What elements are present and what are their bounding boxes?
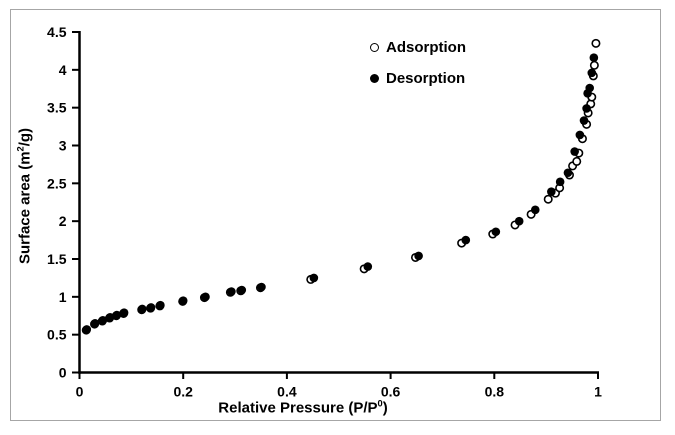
point-desorption: [178, 296, 188, 305]
point-desorption: [363, 262, 373, 271]
point-desorption: [98, 315, 108, 325]
point-desorption: [146, 303, 156, 312]
x-tick-label: 0.6: [381, 384, 401, 400]
y-tick-label: 2.5: [47, 175, 67, 191]
point-desorption: [579, 116, 589, 125]
point-desorption: [570, 147, 579, 156]
point-desorption: [156, 300, 165, 310]
x-tick-label: 0: [76, 384, 84, 400]
point-adsorption: [543, 194, 553, 204]
filled-circle-icon: [370, 73, 379, 83]
point-desorption: [105, 312, 115, 322]
legend-item-adsorption: Adsorption: [370, 37, 466, 57]
x-axis-title-end: ): [382, 399, 388, 417]
point-adsorption: [572, 156, 582, 166]
y-tick-label: 4.5: [47, 24, 67, 40]
point-desorption: [201, 292, 210, 302]
point-desorption: [257, 282, 266, 292]
legend: Adsorption Desorption: [370, 37, 466, 88]
open-circle-icon: [370, 42, 379, 52]
point-desorption: [585, 83, 595, 93]
point-desorption: [309, 273, 319, 283]
point-desorption: [237, 285, 247, 295]
point-desorption: [137, 304, 147, 314]
x-axis-title: Relative Pressure (P/P0): [218, 398, 388, 417]
point-desorption: [587, 68, 597, 78]
point-desorption: [227, 287, 236, 296]
point-desorption: [461, 235, 471, 245]
point-desorption: [530, 205, 540, 215]
point-desorption: [90, 319, 100, 328]
y-tick-label: 0.5: [47, 327, 67, 343]
y-axis-title-end: /g): [16, 127, 34, 147]
point-desorption: [119, 308, 129, 318]
y-axis-title-text: Surface area (m: [16, 151, 34, 265]
y-tick-label: 2: [59, 213, 67, 229]
legend-label-desorption: Desorption: [386, 69, 466, 87]
point-desorption: [589, 53, 599, 63]
point-desorption: [82, 325, 92, 334]
legend-item-desorption: Desorption: [370, 68, 466, 88]
x-axis-title-superscript: 0: [377, 398, 383, 409]
point-desorption: [491, 227, 501, 237]
y-tick-label: 1.5: [47, 251, 67, 267]
y-tick-label: 4: [59, 62, 67, 78]
point-desorption: [582, 104, 591, 113]
y-tick-label: 3: [59, 138, 67, 154]
x-tick-label: 0.2: [173, 384, 193, 400]
y-tick-label: 0: [59, 365, 67, 381]
point-desorption: [514, 216, 524, 226]
legend-label-adsorption: Adsorption: [386, 38, 466, 56]
point-desorption: [112, 310, 122, 320]
x-tick-label: 0.8: [485, 384, 505, 400]
point-desorption: [547, 187, 556, 196]
point-desorption: [575, 130, 585, 140]
x-tick-label: 0.4: [277, 384, 297, 400]
x-tick-label: 1: [594, 384, 602, 400]
y-axis-title-superscript: 2: [15, 146, 26, 152]
y-tick-label: 3.5: [47, 100, 67, 116]
y-tick-label: 1: [59, 289, 67, 305]
point-adsorption: [591, 38, 601, 48]
y-axis-title: Surface area (m2/g): [15, 127, 34, 265]
x-axis-title-text: Relative Pressure (P/P: [218, 399, 378, 417]
point-desorption: [555, 177, 565, 187]
point-desorption: [563, 168, 573, 178]
chart-frame: [10, 9, 661, 421]
point-adsorption: [589, 60, 599, 70]
point-desorption: [414, 251, 423, 261]
